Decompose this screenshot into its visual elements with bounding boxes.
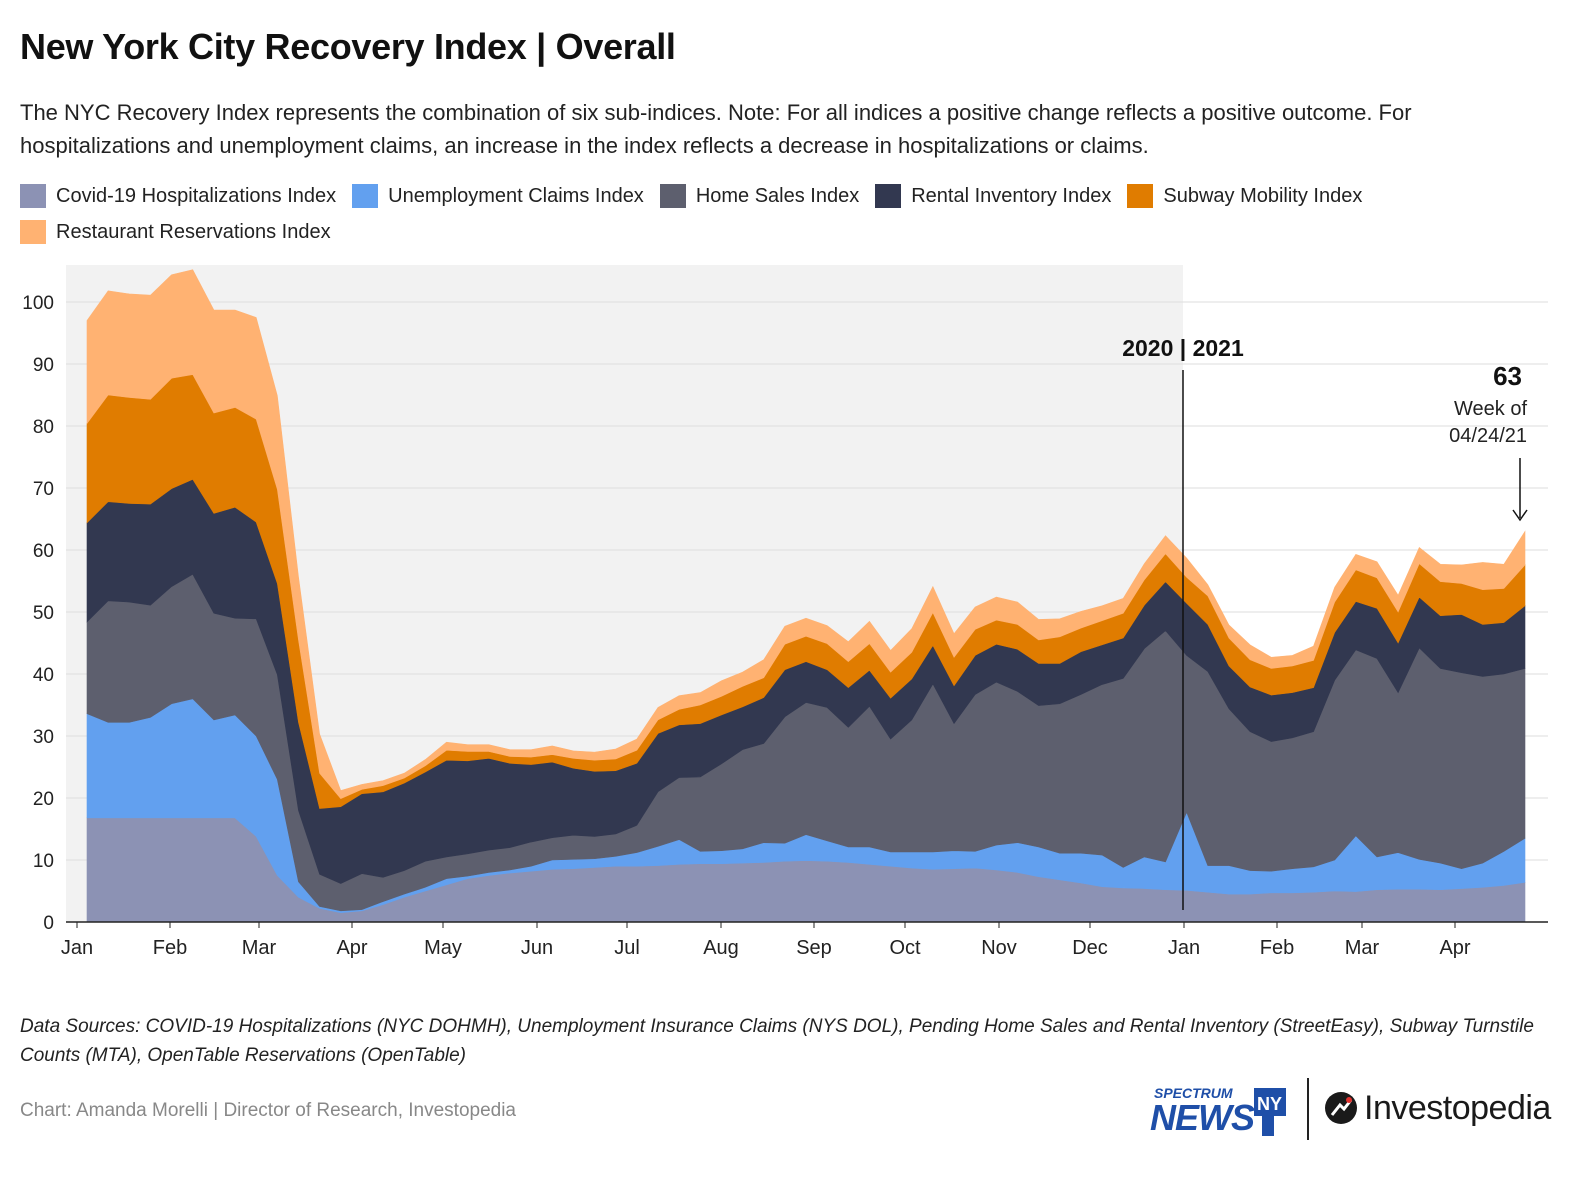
legend-label: Home Sales Index [695,184,860,207]
legend-label: Rental Inventory Index [911,184,1112,207]
legend-swatch [20,184,46,208]
x-tick-label: Apr [336,937,367,959]
investopedia-logo: Investopedia [1324,1088,1551,1128]
x-tick-label: Feb [153,937,187,959]
legend-swatch [20,220,46,244]
x-tick-label: May [424,937,462,959]
chart-subtitle: The NYC Recovery Index represents the co… [20,100,1412,158]
x-tick-label: Nov [981,937,1017,959]
legend-swatch [1127,184,1154,208]
chart-title: New York City Recovery Index | Overall [20,26,676,67]
investopedia-mark-icon [1325,1092,1357,1124]
spectrum-news-ny1-logo: SPECTRUM NEWS NY [1150,1085,1286,1138]
y-tick-label: 70 [33,479,54,500]
x-tick-label: Jan [1168,937,1200,959]
area-series [86,269,1526,799]
legend-item: Subway Mobility Index [1127,184,1362,208]
data-sources-note: Data Sources: COVID-19 Hospitalizations … [20,1016,1534,1066]
x-tick-label: Feb [1260,937,1294,959]
annotation-arrow-head [1512,509,1528,522]
legend-item: Unemployment Claims Index [352,184,644,208]
x-tick-label: Sep [796,937,832,959]
year-divider-label: 2020 | 2021 [1122,335,1244,361]
y-tick-label: 100 [22,293,54,314]
x-tick-label: Jun [521,937,553,959]
y-tick-label: 80 [33,417,54,438]
legend-item: Covid-19 Hospitalizations Index [20,184,336,208]
y-tick-label: 0 [43,913,54,934]
y-tick-label: 20 [33,789,54,810]
x-tick-label: Mar [242,937,277,959]
x-tick-label: Jan [61,937,93,959]
x-tick-label: Oct [889,937,921,959]
legend-label: Restaurant Reservations Index [56,220,331,243]
annotation-line1: Week of [1454,398,1527,420]
legend: Covid-19 Hospitalizations Index Unemploym… [20,184,1560,244]
logo-divider [1307,1078,1309,1140]
y-tick-label: 50 [33,603,54,624]
x-tick-label: Aug [703,937,739,959]
y-tick-label: 90 [33,355,54,376]
annotation-value: 63 [1493,361,1522,391]
chart-credit: Chart: Amanda Morelli | Director of Rese… [20,1100,516,1121]
legend-swatch [659,184,686,208]
x-tick-label: Apr [1439,937,1470,959]
legend-item: Home Sales Index [659,184,860,208]
legend-label: Subway Mobility Index [1163,184,1363,207]
legend-swatch [875,184,902,208]
x-tick-label: Mar [1345,937,1380,959]
x-tick-label: Jul [614,937,640,959]
y-tick-label: 40 [33,665,54,686]
y-tick-label: 10 [33,851,54,872]
annotation-line2: 04/24/21 [1449,425,1527,447]
legend-item: Rental Inventory Index [875,184,1111,208]
spectrum-logo-badge: NY [1257,1094,1282,1114]
x-tick-label: Dec [1072,937,1108,959]
y-tick-label: 60 [33,541,54,562]
legend-label: Unemployment Claims Index [388,184,644,207]
spectrum-logo-top: SPECTRUM [1154,1085,1233,1101]
spectrum-logo-main: NEWS [1150,1097,1255,1138]
stacked-area-chart: 0 10 20 30 40 50 60 70 80 90 100 Jan Feb Mar Apr May Jun… [22,265,1548,959]
legend-swatch [352,184,379,208]
investopedia-wordmark: Investopedia [1364,1088,1551,1127]
y-tick-label: 30 [33,727,54,748]
legend-label: Covid-19 Hospitalizations Index [56,184,337,207]
legend-item: Restaurant Reservations Index [20,220,331,244]
